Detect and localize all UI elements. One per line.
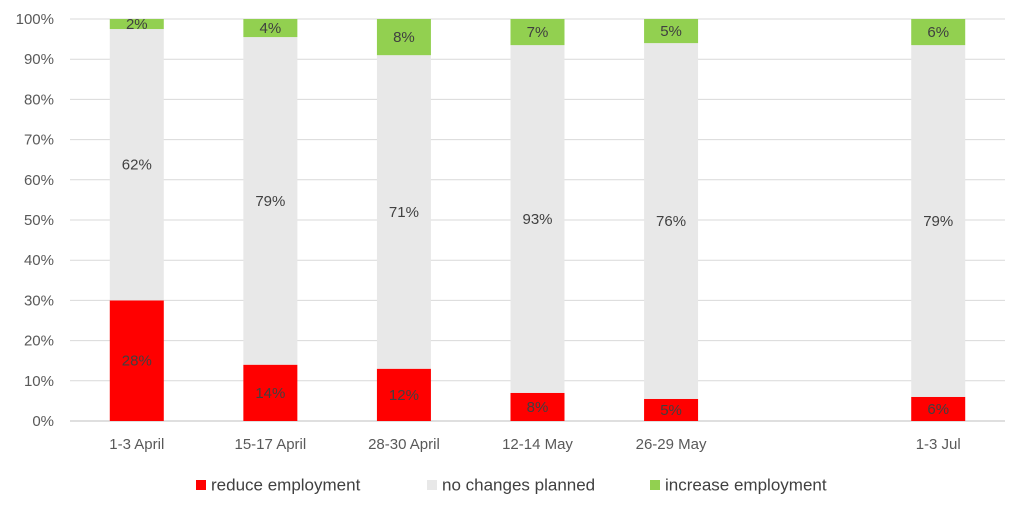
x-tick-label: 15-17 April: [234, 436, 306, 453]
bar-segment: [243, 19, 298, 38]
bar-segment: [911, 396, 966, 421]
data-label: 93%: [522, 211, 552, 228]
bar-segment: [109, 19, 164, 30]
data-label: 14%: [255, 385, 285, 402]
data-label: 2%: [126, 16, 148, 33]
data-label: 6%: [927, 24, 949, 41]
y-tick-label: 0%: [32, 413, 54, 430]
bar-segment: [510, 19, 565, 46]
bar-segment: [644, 398, 699, 421]
data-label: 71%: [389, 204, 419, 221]
legend-swatch: [196, 480, 206, 490]
legend-swatch: [650, 480, 660, 490]
bar-segment: [911, 45, 966, 397]
x-tick-label: 1-3 April: [109, 436, 164, 453]
data-label: 6%: [927, 401, 949, 418]
y-tick-label: 20%: [24, 333, 54, 350]
legend-label: reduce employment: [211, 476, 361, 495]
bar-segment: [376, 55, 431, 369]
x-tick-label: 26-29 May: [636, 436, 707, 453]
data-label: 79%: [923, 213, 953, 230]
y-tick-label: 50%: [24, 212, 54, 229]
data-label: 76%: [656, 213, 686, 230]
y-tick-label: 100%: [16, 11, 54, 28]
legend-label: increase employment: [665, 476, 827, 495]
legend: reduce employment no changes planned incre…: [196, 476, 827, 495]
y-tick-label: 30%: [24, 292, 54, 309]
legend-label: no changes planned: [442, 476, 595, 495]
x-axis-tick-labels: 1-3 April 15-17 April 28-30 April 12-14 May…: [109, 436, 960, 453]
bar-segment: [109, 300, 164, 421]
legend-swatch: [427, 480, 437, 490]
x-tick-label: 12-14 May: [502, 436, 573, 453]
y-tick-label: 40%: [24, 252, 54, 269]
bar-segment: [376, 368, 431, 421]
y-tick-label: 70%: [24, 132, 54, 149]
y-axis-tick-labels: 0% 10% 20% 30% 40% 50% 60% 70% 80% 90% 100%: [16, 11, 54, 430]
bar-segment: [243, 37, 298, 365]
bar-segment: [376, 19, 431, 56]
data-label: 8%: [393, 29, 415, 46]
data-label: 7%: [527, 24, 549, 41]
data-label: 79%: [255, 193, 285, 210]
bar-segment: [510, 392, 565, 421]
y-tick-label: 80%: [24, 91, 54, 108]
bar-segment: [510, 45, 565, 393]
x-tick-label: 1-3 Jul: [916, 436, 961, 453]
data-label: 5%: [660, 402, 682, 419]
data-label: 5%: [660, 23, 682, 40]
y-tick-label: 60%: [24, 172, 54, 189]
data-label: 8%: [527, 399, 549, 416]
data-label: 12%: [389, 387, 419, 404]
bar-segment: [644, 43, 699, 399]
bar-segment: [243, 364, 298, 421]
x-tick-label: 28-30 April: [368, 436, 440, 453]
data-label: 28%: [122, 353, 152, 370]
data-label: 62%: [122, 157, 152, 174]
bar-segment: [911, 19, 966, 46]
y-tick-label: 90%: [24, 51, 54, 68]
bars: 28% 62% 2% 14% 79% 4% 12% 71% 8% 8% 93% 7% 5% 76% 5% 6%…: [109, 16, 966, 421]
bar-segment: [109, 29, 164, 301]
y-tick-label: 10%: [24, 373, 54, 390]
data-label: 4%: [260, 20, 282, 37]
bar-segment: [644, 19, 699, 44]
